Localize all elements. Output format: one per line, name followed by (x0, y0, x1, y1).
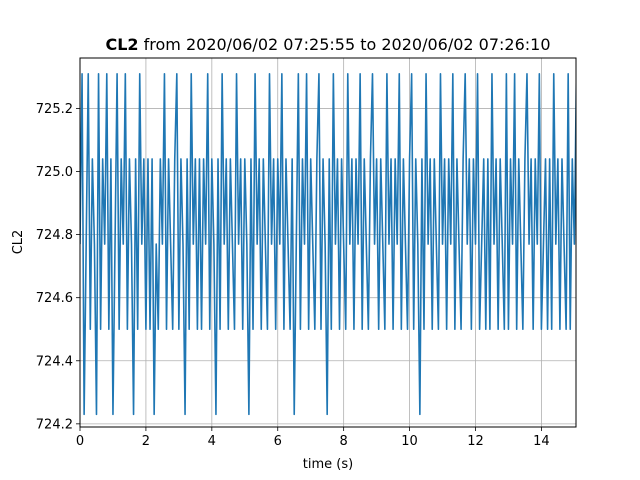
y-tick-label: 724.6 (36, 291, 73, 306)
x-tick-label: 2 (142, 434, 150, 449)
y-tick-label: 725.2 (36, 102, 73, 117)
tick-layer: 0 2 4 6 8 10 12 14 724.2 724.4 724.6 724.8 725.0 725.… (36, 102, 550, 449)
y-axis-label: CL2 (11, 230, 26, 255)
x-tick-label: 10 (401, 434, 418, 449)
x-axis-label: time (s) (303, 457, 353, 472)
series-layer (80, 72, 576, 416)
x-tick-label: 4 (208, 434, 216, 449)
x-tick-label: 14 (533, 434, 550, 449)
x-tick-label: 12 (467, 434, 484, 449)
y-tick-label: 725.0 (36, 165, 73, 180)
y-tick-label: 724.8 (36, 228, 73, 243)
series-line (80, 72, 576, 416)
chart-title: CL2 from 2020/06/02 07:25:55 to 2020/06/… (105, 35, 550, 54)
chart-title-bold: CL2 (105, 35, 138, 54)
x-tick-label: 6 (274, 434, 282, 449)
y-tick-label: 724.4 (36, 354, 73, 369)
chart-title-rest: from 2020/06/02 07:25:55 to 2020/06/02 0… (139, 35, 551, 54)
x-tick-label: 0 (76, 434, 84, 449)
y-tick-label: 724.2 (36, 417, 73, 432)
x-tick-label: 8 (340, 434, 348, 449)
plot-frame (79, 57, 577, 428)
